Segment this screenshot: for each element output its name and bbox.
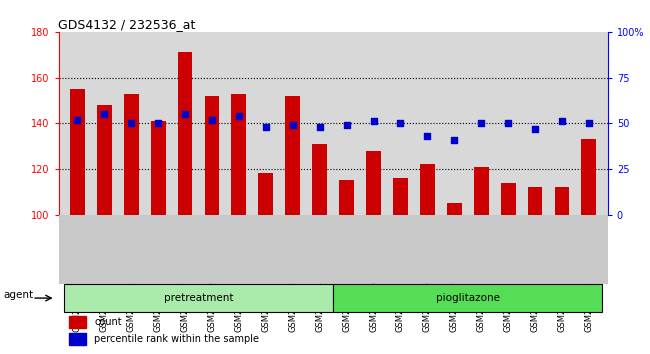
Bar — [177, 52, 192, 215]
Bar — [366, 151, 381, 215]
Bar — [285, 96, 300, 215]
Point — [503, 120, 514, 126]
Text: pioglitazone: pioglitazone — [436, 293, 500, 303]
Bar — [554, 187, 569, 215]
Bar — [70, 316, 86, 328]
Point — [422, 133, 432, 139]
Point — [99, 111, 109, 117]
Bar — [339, 180, 354, 215]
Bar — [474, 167, 489, 215]
Point — [207, 117, 217, 122]
Point — [395, 120, 406, 126]
Text: agent: agent — [3, 290, 33, 300]
Text: GDS4132 / 232536_at: GDS4132 / 232536_at — [58, 18, 196, 31]
Bar — [97, 105, 112, 215]
Point — [449, 137, 460, 143]
Point — [369, 119, 379, 124]
Bar — [151, 121, 166, 215]
Bar — [393, 178, 408, 215]
Point — [72, 117, 83, 122]
Point — [584, 120, 594, 126]
Point — [126, 120, 136, 126]
Bar — [333, 284, 603, 312]
Point — [476, 120, 486, 126]
Point — [180, 111, 190, 117]
Bar — [312, 144, 327, 215]
Bar — [582, 139, 596, 215]
Point — [261, 124, 271, 130]
Bar — [447, 203, 462, 215]
Point — [557, 119, 567, 124]
Bar — [500, 183, 515, 215]
Bar — [528, 187, 543, 215]
Bar — [70, 89, 84, 215]
Point — [287, 122, 298, 128]
Point — [153, 120, 163, 126]
Text: count: count — [94, 317, 122, 327]
Bar — [64, 284, 333, 312]
Point — [315, 124, 325, 130]
Point — [234, 113, 244, 119]
Text: pretreatment: pretreatment — [164, 293, 233, 303]
Bar — [124, 93, 138, 215]
Point — [530, 126, 540, 132]
Bar — [420, 164, 435, 215]
Bar — [70, 333, 86, 345]
Text: percentile rank within the sample: percentile rank within the sample — [94, 334, 259, 344]
Bar — [231, 93, 246, 215]
Bar — [259, 173, 273, 215]
Point — [341, 122, 352, 128]
Bar — [205, 96, 219, 215]
